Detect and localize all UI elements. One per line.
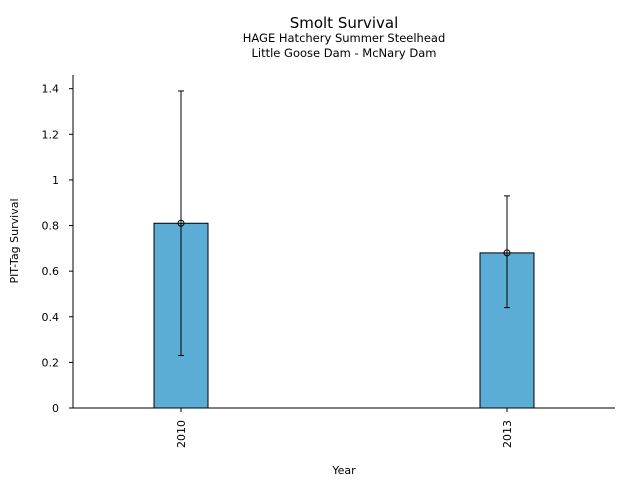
chart-title: Smolt Survival — [290, 14, 399, 32]
y-tick-label: 0.4 — [42, 311, 60, 324]
x-tick-label: 2010 — [175, 420, 188, 448]
y-tick-label: 1.4 — [42, 83, 60, 96]
y-tick-label: 0.6 — [42, 265, 60, 278]
y-tick-label: 0.8 — [42, 220, 60, 233]
y-tick-label: 0.2 — [42, 356, 60, 369]
y-tick-label: 1 — [52, 174, 59, 187]
x-axis-label: Year — [331, 464, 356, 477]
chart-subtitle-line-1: HAGE Hatchery Summer Steelhead — [243, 31, 446, 45]
x-tick-label: 2013 — [501, 420, 514, 448]
point-marker-2010 — [177, 219, 185, 227]
point-marker-2013 — [503, 249, 511, 257]
chart-subtitle-line-2: Little Goose Dam - McNary Dam — [251, 46, 436, 60]
y-axis-label: PIT-Tag Survival — [8, 198, 21, 283]
y-tick-label: 1.2 — [42, 128, 60, 141]
plot-area: 0 0.2 0.4 0.6 0.8 1 1.2 1.4 2010 2013 — [42, 75, 615, 448]
y-tick-label: 0 — [52, 402, 59, 415]
